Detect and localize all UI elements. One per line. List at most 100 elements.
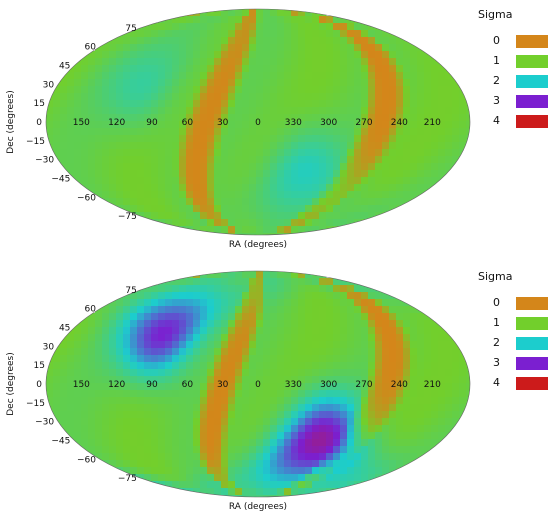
heatmap-cell (326, 278, 334, 286)
skymap-panel-bottom: 210 240 270 300 330 0 30 60 90 120 150 75 60 45 30 15 0−… (0, 262, 550, 522)
heatmap-cell (165, 65, 173, 73)
heatmap-cell (263, 58, 271, 66)
heatmap-cell (368, 376, 376, 384)
heatmap-cell (144, 306, 152, 314)
heatmap-cell (361, 37, 369, 45)
heatmap-cell (424, 397, 432, 405)
heatmap-cell (144, 348, 152, 356)
heatmap-cell (291, 390, 299, 398)
heatmap-cell (382, 100, 390, 108)
heatmap-cell (347, 348, 355, 356)
heatmap-cell (263, 51, 271, 59)
heatmap-cell (207, 114, 215, 122)
heatmap-cell (424, 93, 432, 101)
heatmap-cell (186, 369, 194, 377)
heatmap-cell (333, 128, 341, 136)
heatmap-cell (207, 226, 215, 234)
heatmap-cell (228, 369, 236, 377)
heatmap-cell (235, 107, 243, 115)
heatmap-cell (403, 425, 411, 433)
heatmap-cell (445, 128, 453, 136)
heatmap-cell (144, 170, 152, 178)
heatmap-cell (165, 383, 173, 391)
heatmap-cell (319, 404, 327, 412)
heatmap-cell (179, 37, 187, 45)
heatmap-cell (74, 432, 82, 440)
heatmap-cell (200, 432, 208, 440)
heatmap-cell (200, 376, 208, 384)
legend-title: Sigma (478, 270, 513, 283)
heatmap-cell (312, 474, 320, 482)
heatmap-cell (186, 362, 194, 370)
heatmap-cell (193, 488, 201, 496)
heatmap-cell (284, 156, 292, 164)
heatmap-cell (109, 58, 117, 66)
heatmap-cell (333, 411, 341, 419)
heatmap-cell (88, 135, 96, 143)
heatmap-cell (88, 114, 96, 122)
heatmap-cell (144, 163, 152, 171)
heatmap-cell (389, 135, 397, 143)
heatmap-cell (179, 51, 187, 59)
heatmap-cell (130, 156, 138, 164)
heatmap-cell (340, 278, 348, 286)
heatmap-cell (263, 149, 271, 157)
heatmap-cell (109, 72, 117, 80)
heatmap-cell (158, 418, 166, 426)
heatmap-cell (375, 93, 383, 101)
heatmap-cell (403, 79, 411, 87)
heatmap-cell (137, 334, 145, 342)
heatmap-cell (249, 170, 257, 178)
heatmap-cell (109, 65, 117, 73)
heatmap-cell (95, 327, 103, 335)
heatmap-cell (137, 453, 145, 461)
heatmap-cell (417, 107, 425, 115)
ra-tick-label: 240 (391, 380, 408, 390)
heatmap-cell (263, 128, 271, 136)
heatmap-cell (200, 397, 208, 405)
heatmap-cell (424, 128, 432, 136)
heatmap-cell (235, 432, 243, 440)
heatmap-cell (130, 44, 138, 52)
heatmap-cell (410, 44, 418, 52)
heatmap-cell (382, 142, 390, 150)
heatmap-cell (263, 205, 271, 213)
heatmap-cell (277, 397, 285, 405)
heatmap-cell (326, 369, 334, 377)
heatmap-cell (410, 397, 418, 405)
heatmap-cell (291, 327, 299, 335)
heatmap-cell (74, 121, 82, 129)
heatmap-cell (109, 191, 117, 199)
heatmap-cell (186, 100, 194, 108)
heatmap-cell (214, 16, 222, 24)
heatmap-cell (88, 348, 96, 356)
heatmap-cell (277, 446, 285, 454)
heatmap-cell (256, 383, 264, 391)
heatmap-cell (235, 278, 243, 286)
heatmap-cell (228, 163, 236, 171)
heatmap-cell (165, 278, 173, 286)
heatmap-cell (123, 362, 131, 370)
heatmap-cell (270, 58, 278, 66)
heatmap-cell (438, 135, 446, 143)
heatmap-cell (375, 320, 383, 328)
heatmap-cell (172, 383, 180, 391)
heatmap-cell (200, 135, 208, 143)
heatmap-cell (298, 285, 306, 293)
legend-label: 0 (493, 34, 500, 47)
heatmap-cell (368, 425, 376, 433)
heatmap-cell (109, 93, 117, 101)
heatmap-cell (200, 404, 208, 412)
heatmap-cell (130, 383, 138, 391)
heatmap-cell (67, 107, 75, 115)
heatmap-cell (256, 404, 264, 412)
heatmap-cell (417, 362, 425, 370)
heatmap-cell (284, 425, 292, 433)
heatmap-cell (340, 44, 348, 52)
heatmap-cell (361, 72, 369, 80)
heatmap-cell (396, 51, 404, 59)
heatmap-cell (165, 198, 173, 206)
heatmap-cell (466, 390, 470, 398)
ra-tick-label: 210 (424, 380, 441, 390)
heatmap-cell (298, 299, 306, 307)
